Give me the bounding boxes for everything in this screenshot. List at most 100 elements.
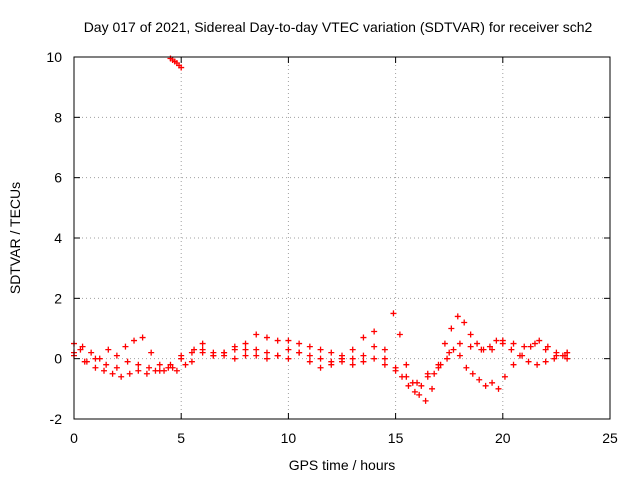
data-point (79, 343, 86, 350)
data-point (454, 313, 461, 320)
data-point (360, 358, 367, 365)
data-point (456, 340, 463, 347)
data-point (531, 340, 538, 347)
data-point (124, 358, 131, 365)
data-point (489, 379, 496, 386)
data-point (450, 346, 457, 353)
data-point (349, 361, 356, 368)
data-point (542, 346, 549, 353)
data-point (191, 346, 198, 353)
data-point (508, 346, 515, 353)
data-point (285, 346, 292, 353)
data-point (253, 346, 260, 353)
data-point (381, 361, 388, 368)
data-point (561, 352, 568, 359)
data-point (519, 352, 526, 359)
data-point (143, 370, 150, 377)
y-tick-label: 10 (46, 49, 62, 65)
data-point (486, 343, 493, 350)
data-point (285, 355, 292, 362)
data-point (390, 310, 397, 317)
data-point (188, 358, 195, 365)
data-points (71, 55, 571, 404)
data-point (126, 370, 133, 377)
plot-frame (73, 56, 611, 420)
data-point (349, 355, 356, 362)
x-axis-label: GPS time / hours (289, 457, 396, 473)
data-point (135, 361, 142, 368)
series-trace-c (71, 337, 571, 386)
data-point (317, 364, 324, 371)
data-point (328, 358, 335, 365)
data-point (510, 361, 517, 368)
data-point (178, 64, 185, 71)
data-point (405, 382, 412, 389)
y-tick-label: 2 (54, 290, 62, 306)
data-point (135, 367, 142, 374)
data-point (131, 337, 138, 344)
x-tick-label: 5 (177, 430, 185, 446)
x-tick-label: 0 (70, 430, 78, 446)
data-point (463, 364, 470, 371)
data-point (122, 343, 129, 350)
data-point (101, 367, 108, 374)
data-point (317, 355, 324, 362)
data-point (461, 319, 468, 326)
data-point (371, 355, 378, 362)
data-point (306, 358, 313, 365)
data-point (360, 334, 367, 341)
data-point (495, 385, 502, 392)
data-point (564, 349, 571, 356)
data-point (456, 352, 463, 359)
data-point (371, 328, 378, 335)
data-point (339, 358, 345, 365)
data-point (103, 361, 110, 368)
data-point (242, 346, 249, 353)
data-point (416, 391, 423, 398)
data-point (441, 340, 448, 347)
data-point (414, 379, 421, 386)
x-tick-label: 15 (388, 430, 404, 446)
data-point (429, 385, 436, 392)
data-point (242, 352, 249, 359)
data-point (139, 334, 146, 341)
data-point (148, 349, 155, 356)
data-point (542, 358, 549, 365)
data-point (360, 352, 367, 359)
data-point (77, 346, 84, 353)
grid (73, 56, 611, 420)
data-point (422, 397, 429, 404)
data-point (448, 325, 455, 332)
y-tick-label: -2 (50, 411, 63, 427)
data-point (118, 373, 125, 380)
data-point (525, 358, 532, 365)
data-point (564, 355, 571, 362)
data-point (493, 337, 500, 344)
data-point (424, 370, 431, 377)
data-point (469, 370, 476, 377)
data-point (92, 355, 99, 362)
y-tick-label: 0 (54, 351, 62, 367)
data-point (476, 376, 483, 383)
data-point (446, 349, 453, 356)
data-point (199, 346, 206, 353)
data-point (263, 334, 270, 341)
data-point (474, 340, 481, 347)
data-point (396, 331, 403, 338)
data-point (263, 355, 270, 362)
y-axis-label: SDTVAR / TECUs (7, 182, 23, 294)
data-point (553, 352, 560, 359)
data-point (521, 343, 528, 350)
data-point (188, 349, 195, 356)
data-point (253, 331, 260, 338)
y-tick-label: 4 (54, 230, 62, 246)
data-point (381, 346, 388, 353)
data-point (88, 349, 95, 356)
data-point (109, 370, 116, 377)
data-point (113, 364, 120, 371)
data-point (339, 352, 345, 359)
data-point (306, 352, 313, 359)
data-point (167, 361, 174, 368)
series-trace-b (71, 334, 571, 395)
